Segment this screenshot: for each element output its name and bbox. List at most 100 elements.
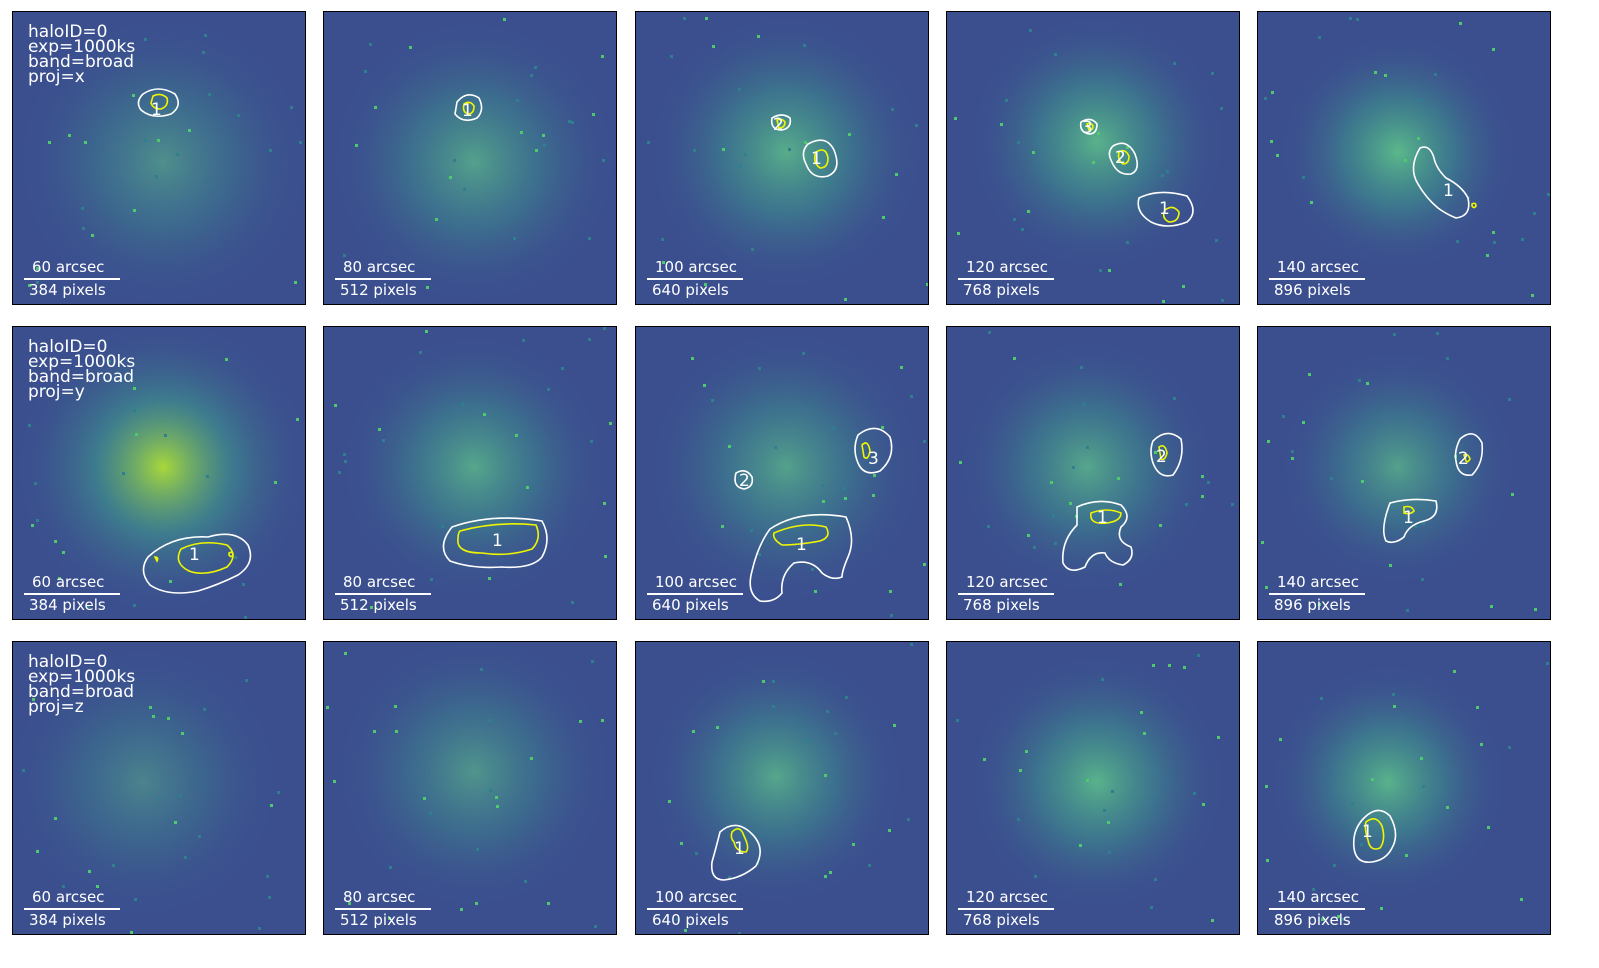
point-source	[133, 209, 136, 212]
point-source	[489, 719, 492, 722]
point-source	[245, 679, 248, 682]
emission-glow	[1258, 642, 1550, 934]
point-source	[845, 696, 848, 699]
point-source	[1308, 373, 1311, 376]
point-source	[274, 481, 277, 484]
contour-inner	[1090, 509, 1122, 525]
point-source	[1140, 711, 1143, 714]
point-source	[488, 577, 491, 580]
image-panel: 1 140 arcsec 896 pixels	[1257, 11, 1551, 305]
image-panel: 2 1 140 arcsec 896 pixels	[1257, 326, 1551, 620]
point-source	[571, 121, 574, 124]
point-source	[1371, 778, 1374, 781]
point-source	[343, 453, 346, 456]
point-source	[822, 500, 825, 503]
point-source	[844, 497, 847, 500]
point-source	[811, 568, 814, 571]
image-panel: 1 80 arcsec 512 pixels	[323, 326, 617, 620]
point-source	[728, 876, 731, 879]
xray-image	[947, 642, 1239, 934]
point-source	[1393, 705, 1396, 708]
xray-image	[13, 327, 305, 619]
emission-glow	[947, 327, 1239, 619]
point-source	[744, 153, 747, 156]
point-source	[515, 434, 518, 437]
point-source	[1027, 210, 1030, 213]
point-source	[1318, 603, 1321, 606]
point-source	[266, 875, 269, 878]
scale-arcsec-label: 60 arcsec	[32, 888, 105, 906]
contour-outer	[454, 94, 483, 122]
point-source	[592, 113, 595, 116]
point-source	[133, 409, 136, 412]
point-source	[1420, 99, 1423, 102]
scale-bar	[24, 593, 120, 595]
image-panel: haloID=0 exp=1000ks band=broad proj=x 1 60 ar…	[12, 11, 306, 305]
emission-glow	[1258, 12, 1550, 304]
point-source	[1050, 481, 1053, 484]
point-source	[299, 141, 302, 144]
point-source	[1436, 332, 1439, 335]
point-source	[463, 188, 466, 191]
point-source	[603, 502, 606, 505]
point-source	[1361, 480, 1364, 483]
point-source	[1546, 662, 1549, 665]
point-source	[1185, 503, 1188, 506]
point-source	[1508, 746, 1511, 749]
scale-bar	[1269, 278, 1365, 280]
point-source	[461, 403, 464, 406]
source-label: 1	[1159, 199, 1170, 219]
emission-glow	[13, 12, 305, 304]
point-source	[1374, 71, 1377, 74]
point-source	[1453, 670, 1456, 673]
point-source	[1267, 440, 1270, 443]
point-source	[1534, 608, 1537, 611]
point-source	[704, 283, 707, 286]
scale-pixels-label: 512 pixels	[340, 911, 417, 929]
point-source	[1182, 285, 1185, 288]
point-source	[167, 717, 170, 720]
point-source	[244, 616, 247, 619]
point-source	[1159, 524, 1162, 527]
point-source	[1434, 73, 1437, 76]
scale-bar	[958, 908, 1054, 910]
scale-bar	[335, 278, 431, 280]
point-source	[602, 159, 605, 162]
contour-inner	[772, 524, 829, 546]
point-source	[1261, 541, 1264, 544]
point-source	[1446, 357, 1449, 360]
point-source	[476, 848, 479, 851]
source-label: 3	[868, 449, 879, 469]
point-source	[1207, 481, 1210, 484]
point-source	[915, 124, 918, 127]
image-panel: 3 2 1 120 arcsec 768 pixels	[946, 11, 1240, 305]
point-source	[821, 484, 824, 487]
point-source	[242, 583, 245, 586]
point-source	[535, 149, 538, 152]
point-source	[1054, 53, 1057, 56]
contour-inner	[861, 442, 871, 459]
point-source	[522, 339, 525, 342]
point-source	[1101, 678, 1104, 681]
emission-glow	[13, 642, 305, 934]
point-source	[829, 181, 832, 184]
point-source	[296, 418, 299, 421]
scale-arcsec-label: 60 arcsec	[32, 258, 105, 276]
image-panel: 2 3 1 100 arcsec 640 pixels	[635, 326, 929, 620]
point-source	[1166, 170, 1169, 173]
point-source	[503, 18, 506, 21]
point-source	[1092, 161, 1095, 164]
point-source	[676, 918, 679, 921]
info-line: band=broad	[28, 682, 135, 702]
emission-glow	[13, 327, 305, 619]
point-source	[959, 461, 962, 464]
point-source	[1302, 421, 1305, 424]
contour-inner	[177, 541, 234, 575]
point-source	[579, 720, 582, 723]
point-source	[882, 216, 885, 219]
contour-inner	[1086, 122, 1094, 131]
point-source	[926, 283, 928, 286]
source-label: 1	[1443, 181, 1454, 201]
point-source	[890, 614, 893, 617]
point-source	[269, 149, 272, 152]
